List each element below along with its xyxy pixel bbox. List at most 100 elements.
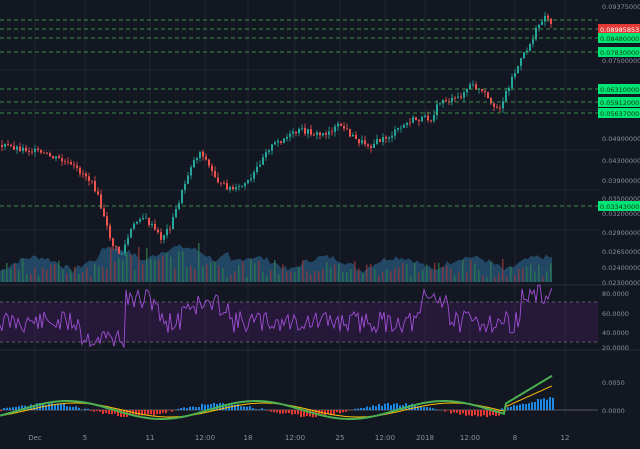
candle-body[interactable] bbox=[244, 183, 246, 186]
candle-body[interactable] bbox=[376, 139, 378, 144]
candle-body[interactable] bbox=[484, 91, 486, 92]
candle-body[interactable] bbox=[28, 151, 30, 152]
candle-body[interactable] bbox=[205, 157, 207, 160]
candle-body[interactable] bbox=[169, 229, 171, 230]
candle-body[interactable] bbox=[529, 44, 531, 51]
candle-body[interactable] bbox=[349, 129, 351, 136]
candle-body[interactable] bbox=[286, 137, 288, 139]
candle-body[interactable] bbox=[145, 218, 147, 219]
candle-body[interactable] bbox=[406, 123, 408, 126]
candle-body[interactable] bbox=[154, 224, 156, 230]
candle-body[interactable] bbox=[13, 146, 15, 150]
candle-body[interactable] bbox=[421, 117, 423, 121]
candle-body[interactable] bbox=[109, 226, 111, 239]
candle-body[interactable] bbox=[469, 84, 471, 89]
candle-body[interactable] bbox=[232, 187, 234, 189]
candle-body[interactable] bbox=[229, 187, 231, 190]
candle-body[interactable] bbox=[340, 124, 342, 126]
candle-body[interactable] bbox=[505, 91, 507, 101]
candle-body[interactable] bbox=[439, 103, 441, 104]
candle-body[interactable] bbox=[451, 98, 453, 102]
candle-body[interactable] bbox=[241, 186, 243, 187]
candle-body[interactable] bbox=[430, 120, 432, 121]
candle-body[interactable] bbox=[160, 232, 162, 240]
candle-body[interactable] bbox=[352, 135, 354, 137]
candle-body[interactable] bbox=[151, 224, 153, 225]
candle-body[interactable] bbox=[382, 137, 384, 142]
candle-body[interactable] bbox=[298, 129, 300, 133]
candle-body[interactable] bbox=[223, 183, 225, 184]
candle-body[interactable] bbox=[253, 172, 255, 179]
candle-body[interactable] bbox=[121, 253, 123, 254]
candle-body[interactable] bbox=[70, 162, 72, 164]
candle-body[interactable] bbox=[130, 229, 132, 238]
candle-body[interactable] bbox=[52, 156, 54, 158]
candle-body[interactable] bbox=[43, 153, 45, 154]
candle-body[interactable] bbox=[334, 126, 336, 131]
candle-body[interactable] bbox=[118, 247, 120, 254]
candle-body[interactable] bbox=[364, 140, 366, 144]
candle-body[interactable] bbox=[16, 147, 18, 150]
candle-body[interactable] bbox=[517, 66, 519, 73]
candle-body[interactable] bbox=[46, 153, 48, 154]
candle-body[interactable] bbox=[409, 123, 411, 124]
candle-body[interactable] bbox=[493, 103, 495, 106]
candle-body[interactable] bbox=[520, 58, 522, 66]
candle-body[interactable] bbox=[136, 222, 138, 224]
candle-body[interactable] bbox=[31, 152, 33, 153]
candle-body[interactable] bbox=[394, 130, 396, 136]
candle-body[interactable] bbox=[361, 140, 363, 143]
candle-body[interactable] bbox=[163, 235, 165, 240]
candle-body[interactable] bbox=[307, 129, 309, 134]
candle-body[interactable] bbox=[25, 148, 27, 151]
candle-body[interactable] bbox=[148, 218, 150, 225]
candle-body[interactable] bbox=[166, 229, 168, 235]
candle-body[interactable] bbox=[337, 124, 339, 127]
candle-body[interactable] bbox=[271, 144, 273, 150]
candle-body[interactable] bbox=[379, 139, 381, 142]
candle-body[interactable] bbox=[508, 88, 510, 91]
candle-body[interactable] bbox=[400, 128, 402, 129]
candle-body[interactable] bbox=[124, 245, 126, 254]
candle-body[interactable] bbox=[133, 224, 135, 229]
candle-body[interactable] bbox=[259, 165, 261, 167]
candle-body[interactable] bbox=[499, 108, 501, 109]
candle-body[interactable] bbox=[67, 162, 69, 163]
candle-body[interactable] bbox=[292, 132, 294, 134]
candle-body[interactable] bbox=[187, 175, 189, 183]
candle-body[interactable] bbox=[355, 135, 357, 139]
candle-body[interactable] bbox=[247, 180, 249, 183]
candle-body[interactable] bbox=[64, 161, 66, 162]
candle-body[interactable] bbox=[226, 183, 228, 190]
candle-body[interactable] bbox=[49, 153, 51, 156]
candle-body[interactable] bbox=[391, 136, 393, 138]
candle-body[interactable] bbox=[73, 164, 75, 165]
candle-body[interactable] bbox=[532, 39, 534, 44]
candle-body[interactable] bbox=[193, 160, 195, 167]
candle-body[interactable] bbox=[94, 181, 96, 191]
candle-body[interactable] bbox=[97, 191, 99, 194]
candle-body[interactable] bbox=[547, 16, 549, 19]
candle-body[interactable] bbox=[157, 230, 159, 232]
candle-body[interactable] bbox=[184, 184, 186, 190]
candle-body[interactable] bbox=[481, 89, 483, 91]
candle-body[interactable] bbox=[325, 133, 327, 135]
candle-body[interactable] bbox=[331, 131, 333, 132]
candle-body[interactable] bbox=[58, 156, 60, 158]
candle-body[interactable] bbox=[280, 141, 282, 143]
candle-body[interactable] bbox=[256, 167, 258, 172]
candle-body[interactable] bbox=[418, 120, 420, 121]
candle-body[interactable] bbox=[61, 158, 63, 161]
candle-body[interactable] bbox=[199, 152, 201, 158]
candle-body[interactable] bbox=[367, 144, 369, 146]
candle-body[interactable] bbox=[502, 101, 504, 108]
candle-body[interactable] bbox=[10, 145, 12, 146]
candle-body[interactable] bbox=[295, 132, 297, 134]
candle-body[interactable] bbox=[265, 152, 267, 157]
candle-body[interactable] bbox=[454, 98, 456, 99]
candle-body[interactable] bbox=[142, 218, 144, 219]
candle-body[interactable] bbox=[460, 97, 462, 98]
candle-body[interactable] bbox=[511, 77, 513, 88]
candle-body[interactable] bbox=[115, 246, 117, 247]
